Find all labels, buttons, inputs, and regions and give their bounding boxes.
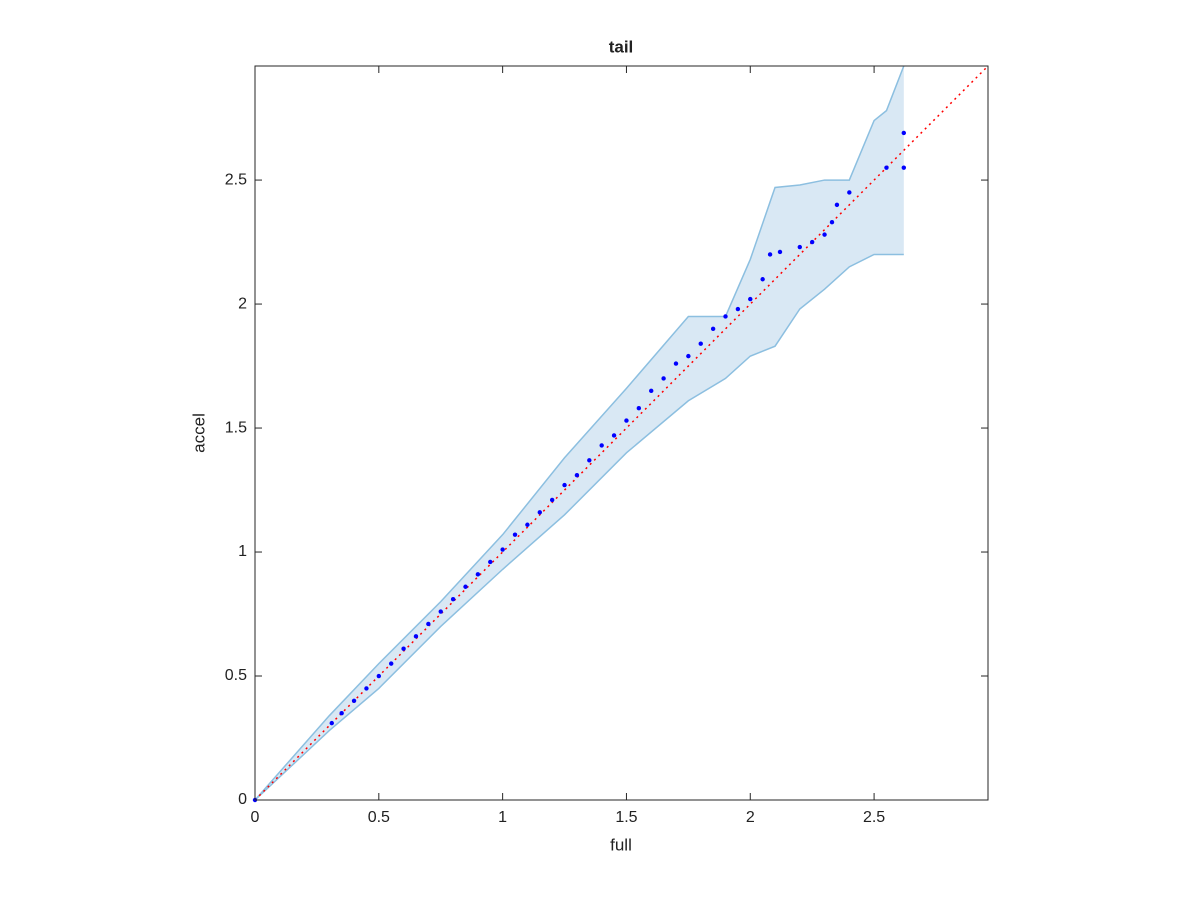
- point: [587, 458, 592, 463]
- point: [797, 244, 802, 250]
- point: [748, 296, 753, 302]
- point: [767, 252, 773, 257]
- reference-line: [254, 65, 989, 801]
- point: [760, 277, 765, 282]
- band-lower: [255, 253, 904, 800]
- point: [512, 532, 518, 537]
- point: [329, 720, 334, 726]
- point: [401, 646, 406, 651]
- point: [723, 314, 728, 319]
- point: [710, 326, 716, 332]
- point: [574, 472, 580, 478]
- point: [339, 711, 344, 716]
- point: [822, 232, 827, 237]
- point: [376, 673, 382, 679]
- point: [500, 547, 505, 552]
- x-tick-label: 0.5: [368, 809, 390, 826]
- axes-box: [254, 65, 989, 801]
- point: [426, 621, 431, 627]
- y-axis-label: accel: [189, 413, 208, 453]
- point: [847, 190, 852, 195]
- y-tick-label: 2.5: [225, 171, 247, 188]
- point: [636, 406, 642, 411]
- point: [809, 239, 815, 245]
- point: [834, 202, 840, 208]
- point: [649, 388, 654, 394]
- point: [829, 220, 835, 225]
- x-tick-label: 2: [746, 809, 755, 826]
- y-tick-label: 0: [238, 791, 247, 808]
- point: [901, 165, 907, 170]
- y-tick-label: 2: [238, 295, 247, 312]
- x-tick-label: 1.5: [615, 809, 637, 826]
- point: [562, 482, 567, 488]
- point: [463, 584, 468, 589]
- point: [661, 376, 666, 381]
- point: [735, 306, 741, 312]
- point: [438, 609, 443, 614]
- point: [901, 130, 907, 136]
- y-tick-label: 1: [238, 543, 247, 560]
- point: [537, 510, 542, 515]
- point: [475, 572, 481, 577]
- point: [525, 522, 530, 527]
- x-tick-label: 1: [498, 809, 507, 826]
- point: [611, 433, 617, 438]
- point: [450, 596, 456, 602]
- y-tick-label: 1.5: [225, 419, 247, 436]
- point: [413, 634, 419, 639]
- x-axis-label: full: [610, 835, 632, 854]
- point: [364, 686, 369, 691]
- x-tick-label: 0: [251, 809, 260, 826]
- point: [624, 418, 629, 423]
- point: [599, 443, 604, 448]
- point: [549, 497, 555, 503]
- point: [686, 353, 691, 359]
- point: [488, 559, 493, 565]
- point: [884, 165, 889, 170]
- y-tick-label: 0.5: [225, 667, 247, 684]
- point: [777, 249, 783, 255]
- point: [388, 661, 394, 666]
- point: [351, 698, 357, 704]
- point: [698, 341, 703, 346]
- x-tick-label: 2.5: [863, 809, 885, 826]
- point: [673, 361, 679, 366]
- chart-title: tail: [609, 37, 634, 56]
